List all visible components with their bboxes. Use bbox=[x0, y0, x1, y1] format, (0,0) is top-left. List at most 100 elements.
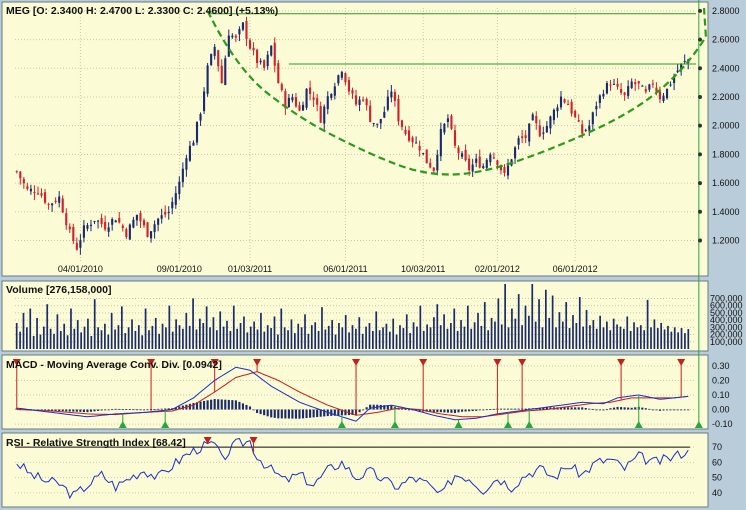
candle-body bbox=[47, 203, 50, 205]
volume-bar bbox=[667, 325, 669, 349]
macd-histogram-bar bbox=[89, 409, 93, 412]
candle-body bbox=[118, 217, 121, 223]
macd-histogram-bar bbox=[86, 409, 89, 413]
price-tick-label: 2.2000 bbox=[712, 92, 740, 102]
volume-bar bbox=[433, 317, 435, 349]
macd-histogram-bar bbox=[104, 409, 107, 411]
macd-histogram-bar bbox=[464, 409, 467, 412]
macd-histogram-bar bbox=[178, 406, 181, 410]
macd-histogram-bar bbox=[651, 409, 654, 411]
volume-bar bbox=[137, 325, 140, 349]
candle-body bbox=[673, 75, 676, 83]
candle-body bbox=[256, 49, 259, 64]
volume-bar bbox=[619, 326, 622, 349]
volume-bar bbox=[151, 325, 154, 349]
macd-histogram-bar bbox=[528, 408, 531, 410]
volume-bar bbox=[171, 331, 174, 349]
volume-bar bbox=[365, 326, 367, 349]
macd-histogram-bar bbox=[43, 409, 47, 411]
volume-bar bbox=[290, 319, 293, 349]
candle-body bbox=[263, 60, 266, 68]
candle-body bbox=[514, 147, 517, 159]
candle-body bbox=[563, 99, 566, 103]
candle-body bbox=[68, 226, 71, 230]
candle-body bbox=[457, 147, 460, 154]
volume-bar bbox=[39, 334, 42, 349]
candle-body bbox=[397, 98, 400, 122]
macd-histogram-bar bbox=[598, 409, 601, 411]
macd-histogram-bar bbox=[58, 409, 61, 412]
macd-histogram-bar bbox=[224, 399, 227, 410]
candle-body bbox=[347, 80, 351, 92]
volume-bar bbox=[29, 308, 32, 349]
macd-histogram-bar bbox=[669, 409, 672, 411]
macd-histogram-bar bbox=[630, 407, 633, 410]
candle-body bbox=[415, 142, 418, 144]
date-tick-label: 09/01/2010 bbox=[157, 264, 202, 274]
macd-histogram-bar bbox=[662, 409, 665, 411]
volume-bar bbox=[124, 333, 127, 349]
candle-body bbox=[612, 83, 616, 85]
volume-bar bbox=[480, 325, 483, 349]
volume-bar bbox=[517, 294, 520, 349]
rsi-line bbox=[16, 437, 689, 500]
macd-histogram-bar bbox=[602, 409, 605, 411]
volume-bar bbox=[646, 299, 649, 349]
candle-body bbox=[499, 165, 502, 171]
price-tick-dot bbox=[698, 123, 702, 128]
candle-body bbox=[192, 142, 195, 146]
macd-histogram-bar bbox=[605, 409, 609, 411]
volume-bar bbox=[497, 298, 500, 349]
volume-bar bbox=[355, 328, 357, 349]
candle-body bbox=[206, 65, 209, 94]
macd-histogram-bar bbox=[404, 409, 407, 410]
macd-histogram-bar bbox=[559, 407, 563, 410]
volume-bar bbox=[507, 327, 510, 349]
macd-histogram-bar bbox=[135, 409, 138, 411]
volume-bar bbox=[592, 320, 595, 349]
candle-body bbox=[407, 130, 411, 141]
macd-histogram-bar bbox=[429, 409, 432, 412]
candle-body bbox=[164, 211, 167, 215]
volume-bar bbox=[544, 289, 547, 349]
rsi-tick-label: 70 bbox=[712, 442, 722, 452]
candle-body bbox=[291, 97, 294, 101]
volume-bar bbox=[521, 325, 523, 349]
macd-histogram-bar bbox=[231, 400, 234, 410]
buy-signal-marker bbox=[118, 421, 127, 428]
candle-body bbox=[29, 188, 32, 192]
macd-histogram-bar bbox=[146, 409, 149, 411]
volume-bar bbox=[416, 326, 418, 349]
volume-bar bbox=[202, 323, 205, 349]
volume-bar bbox=[15, 323, 18, 349]
macd-histogram-bar bbox=[471, 409, 474, 412]
candle-body bbox=[372, 122, 375, 124]
price-panel bbox=[1, 1, 709, 277]
volume-bar bbox=[524, 305, 527, 349]
volume-tick-label: 500,000 bbox=[710, 308, 743, 318]
macd-line bbox=[16, 366, 689, 422]
candle-body bbox=[485, 159, 488, 168]
candle-body bbox=[581, 124, 584, 134]
candle-body bbox=[114, 220, 117, 223]
volume-bar bbox=[687, 329, 690, 349]
macd-histogram-bar bbox=[446, 409, 449, 413]
volume-title: Volume [276,158,000] bbox=[6, 284, 111, 296]
price-tick-dot bbox=[698, 209, 702, 214]
candle-body bbox=[107, 227, 110, 232]
candle-body bbox=[443, 123, 446, 133]
candle-body bbox=[598, 95, 601, 103]
macd-histogram-bar bbox=[482, 409, 485, 411]
volume-bar bbox=[42, 326, 45, 349]
macd-histogram-bar bbox=[581, 407, 584, 410]
macd-histogram-bar bbox=[280, 409, 283, 419]
rsi-sell-marker bbox=[203, 437, 212, 444]
candle-body bbox=[620, 89, 623, 93]
sell-signal-marker bbox=[253, 359, 262, 366]
candle-body bbox=[82, 225, 85, 238]
macd-histogram-bar bbox=[453, 409, 457, 414]
volume-bar bbox=[327, 325, 330, 349]
volume-bar bbox=[602, 327, 605, 349]
volume-bar bbox=[494, 321, 496, 349]
volume-bar bbox=[46, 304, 49, 349]
